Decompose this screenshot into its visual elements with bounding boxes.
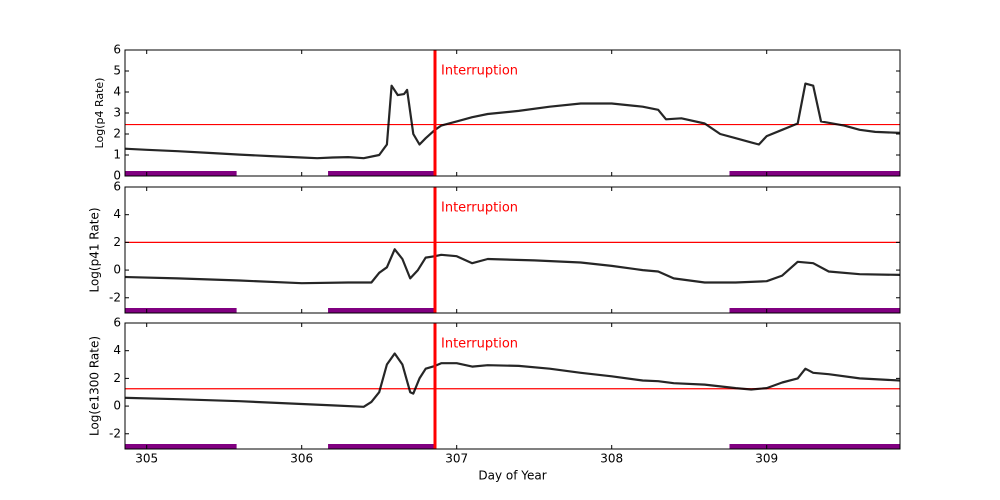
y-tick-label: 0 bbox=[113, 399, 121, 413]
band bbox=[125, 444, 237, 449]
plot-frame bbox=[124, 186, 901, 314]
data-line bbox=[124, 248, 901, 285]
y-axis-label: Log(e1300 Rate) bbox=[88, 336, 102, 436]
band bbox=[328, 308, 435, 313]
y-tick-label: 1 bbox=[113, 148, 121, 162]
band bbox=[328, 171, 435, 176]
x-tick-label: 308 bbox=[600, 452, 623, 466]
annotation: Interruption bbox=[441, 64, 518, 79]
x-tick-label: 306 bbox=[290, 452, 313, 466]
y-tick-label: 2 bbox=[113, 127, 121, 141]
x-tick-label: 305 bbox=[135, 452, 158, 466]
band bbox=[328, 444, 435, 449]
y-axis-label: Log(p4 Rate) bbox=[93, 78, 106, 149]
band bbox=[125, 171, 237, 176]
band bbox=[729, 171, 900, 176]
annotation: Interruption bbox=[441, 201, 518, 216]
annotation: Interruption bbox=[441, 337, 518, 352]
x-tick-label: 309 bbox=[755, 452, 778, 466]
y-tick-label: 6 bbox=[113, 180, 121, 194]
y-tick-label: 4 bbox=[113, 207, 121, 221]
y-tick-label: 0 bbox=[113, 263, 121, 277]
y-axis-label: Log(p41 Rate) bbox=[88, 207, 102, 292]
y-tick-label: 4 bbox=[113, 85, 121, 99]
band bbox=[125, 308, 237, 313]
data-line bbox=[124, 352, 901, 408]
band bbox=[729, 308, 900, 313]
y-tick-label: 5 bbox=[113, 64, 121, 78]
y-tick-label: 6 bbox=[113, 43, 121, 57]
x-axis-label: Day of Year bbox=[478, 469, 546, 483]
y-tick-label: 6 bbox=[113, 316, 121, 330]
y-tick-label: 2 bbox=[113, 235, 121, 249]
band bbox=[729, 444, 900, 449]
plot-frame bbox=[124, 322, 901, 450]
data-line bbox=[124, 82, 901, 160]
y-tick-label: -2 bbox=[109, 426, 121, 440]
y-tick-label: 3 bbox=[113, 106, 121, 120]
x-tick-label: 307 bbox=[445, 452, 468, 466]
y-tick-label: -2 bbox=[109, 290, 121, 304]
y-tick-label: 0 bbox=[113, 169, 121, 183]
y-tick-label: 4 bbox=[113, 343, 121, 357]
y-tick-label: 2 bbox=[113, 371, 121, 385]
